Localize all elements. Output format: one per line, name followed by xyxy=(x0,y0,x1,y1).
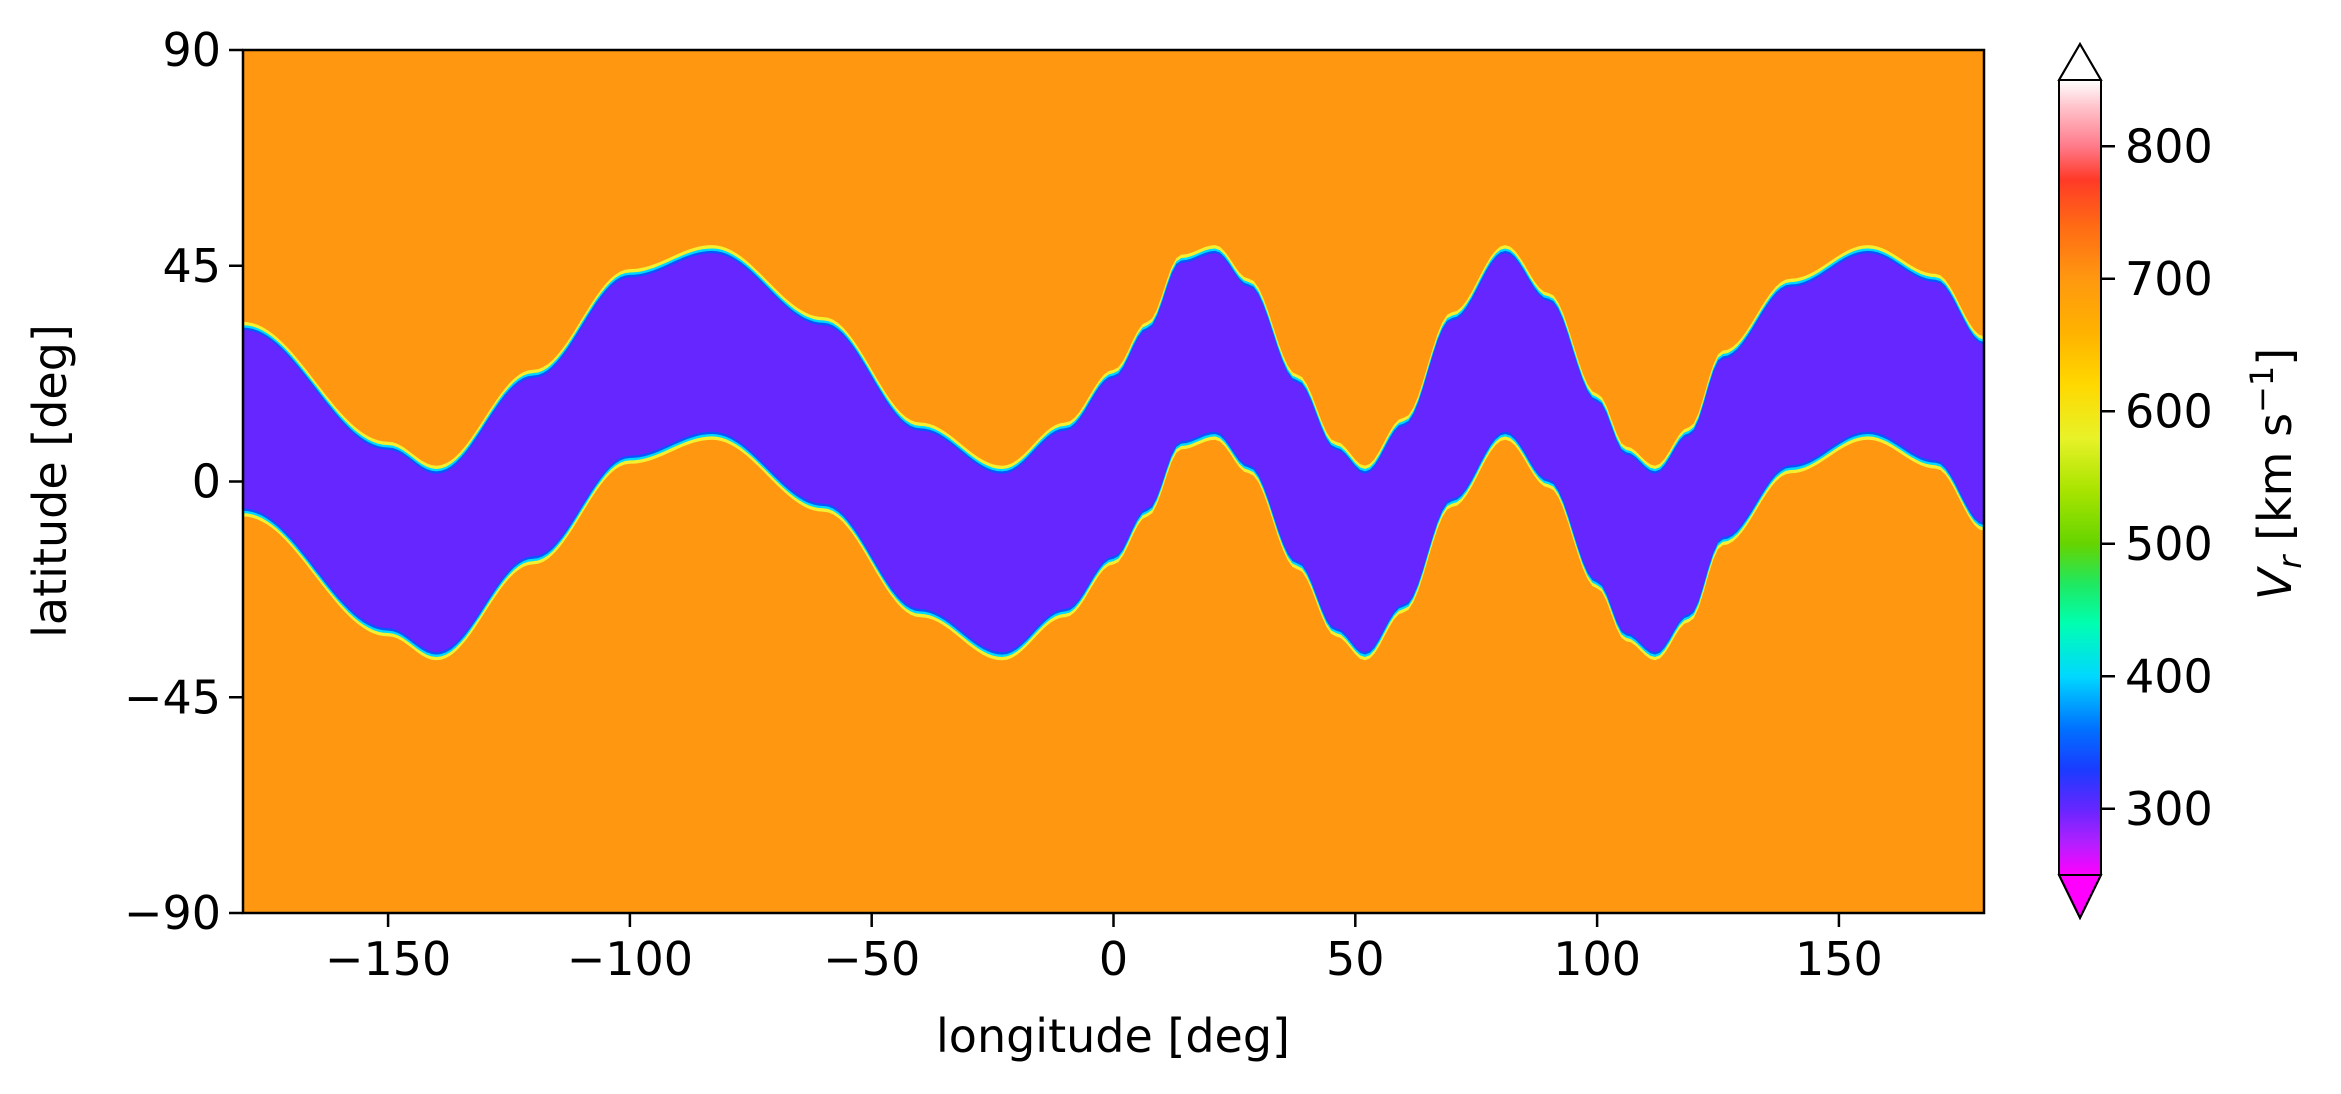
colorbar-tick-label: 800 xyxy=(2125,119,2213,173)
colorbar-label-subscript: r xyxy=(2271,554,2309,569)
colorbar-label-symbol: V xyxy=(2248,565,2302,600)
x-axis-label: longitude [deg] xyxy=(936,1009,1290,1063)
colorbar-body xyxy=(2059,80,2101,875)
x-tick-label: 150 xyxy=(1795,932,1883,986)
x-tick-label: 0 xyxy=(1099,932,1128,986)
band-core xyxy=(243,253,1984,653)
colorbar-outline xyxy=(2058,42,2102,921)
x-tick-label: 100 xyxy=(1553,932,1641,986)
colorbar-ticks: 300 400 500 600 700 800 xyxy=(2101,119,2213,836)
slow-wind-band xyxy=(243,245,1984,661)
colorbar-tick-label: 300 xyxy=(2125,782,2213,836)
x-axis: −150 −100 −50 0 50 100 150 xyxy=(325,913,1883,986)
x-tick-label: −50 xyxy=(823,932,920,986)
colorbar: 300 400 500 600 700 800 Vr [km s−1] xyxy=(2057,42,2309,921)
y-tick-label: −45 xyxy=(124,670,221,724)
colorbar-top-extension xyxy=(2057,42,2103,81)
y-tick-label: 90 xyxy=(162,23,221,77)
y-tick-label: −90 xyxy=(124,886,221,940)
x-tick-label: 50 xyxy=(1326,932,1385,986)
colorbar-tick-label: 400 xyxy=(2125,649,2213,703)
x-tick-label: −150 xyxy=(325,932,451,986)
x-tick-label: −100 xyxy=(567,932,693,986)
y-tick-label: 45 xyxy=(162,239,221,293)
colorbar-tick-label: 600 xyxy=(2125,384,2213,438)
colorbar-tick-label: 500 xyxy=(2125,517,2213,571)
colorbar-label: Vr [km s−1] xyxy=(2243,348,2309,600)
plot-area xyxy=(243,50,1984,913)
y-tick-label: 0 xyxy=(192,455,221,509)
y-axis: 90 45 0 −45 −90 xyxy=(124,23,243,940)
colorbar-tick-label: 700 xyxy=(2125,252,2213,306)
y-axis-label: latitude [deg] xyxy=(23,324,77,638)
colorbar-label-units: [km s xyxy=(2248,413,2302,556)
colorbar-label-superscript: −1 xyxy=(2243,366,2281,413)
colorbar-label-close: ] xyxy=(2248,348,2302,366)
colorbar-bottom-extension xyxy=(2057,874,2103,921)
